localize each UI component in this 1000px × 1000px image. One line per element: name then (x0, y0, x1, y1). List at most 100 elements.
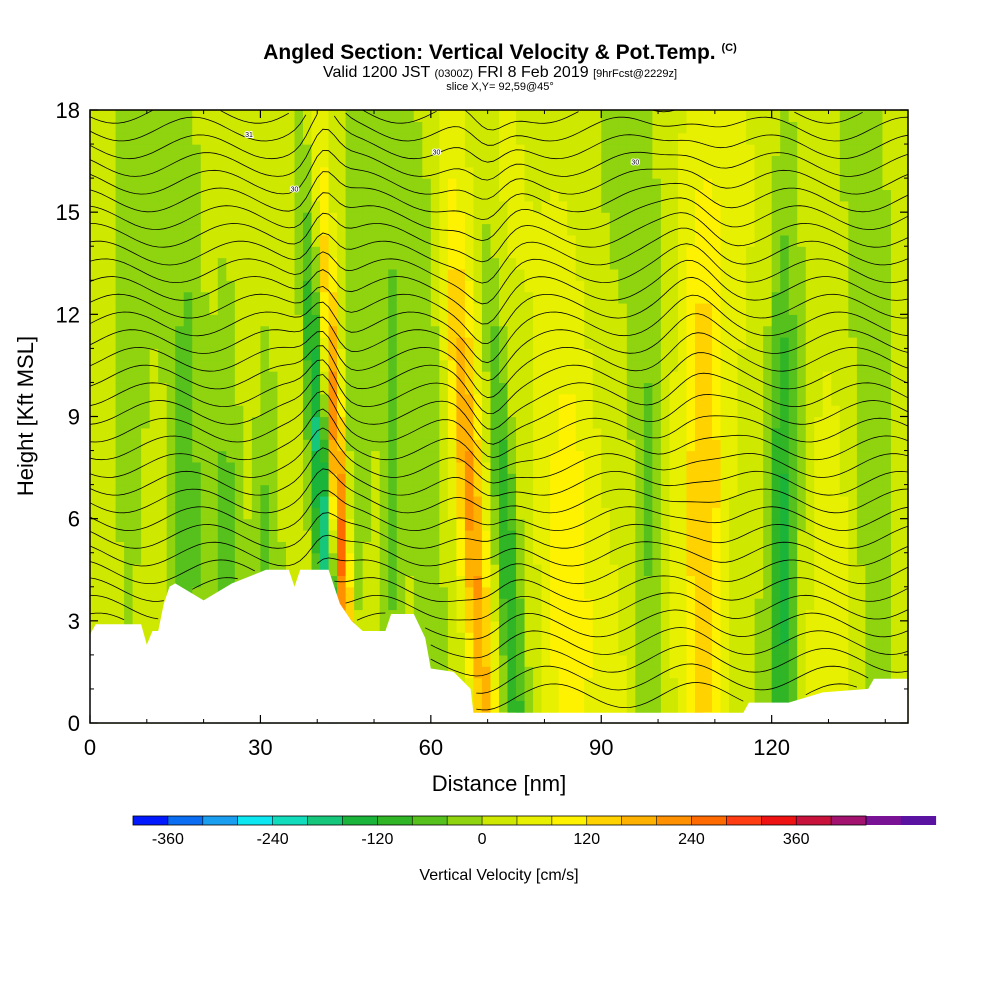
velocity-cell (814, 484, 824, 497)
velocity-cell (294, 166, 304, 179)
velocity-cell (533, 598, 543, 611)
velocity-cell (285, 291, 296, 304)
velocity-cell (507, 609, 517, 622)
velocity-cell (311, 166, 321, 179)
velocity-cell (584, 371, 594, 384)
velocity-cell (524, 121, 534, 134)
velocity-cell (584, 314, 594, 327)
velocity-cell (839, 132, 849, 145)
velocity-cell (814, 121, 824, 134)
velocity-cell (754, 575, 764, 588)
velocity-cell (115, 405, 125, 418)
velocity-cell (822, 461, 832, 474)
velocity-cell (865, 439, 875, 452)
velocity-cell (234, 552, 244, 565)
velocity-cell (643, 121, 653, 134)
velocity-cell (473, 223, 483, 236)
velocity-cell (575, 586, 585, 599)
velocity-cell (209, 371, 219, 384)
velocity-cell (703, 302, 713, 315)
velocity-cell (856, 552, 866, 565)
velocity-cell (158, 166, 168, 179)
velocity-cell (422, 439, 432, 452)
velocity-cell (405, 371, 415, 384)
velocity-cell (533, 518, 543, 531)
velocity-cell (592, 484, 602, 497)
velocity-cell (362, 484, 372, 497)
velocity-cell (754, 632, 764, 645)
velocity-cell (464, 246, 475, 259)
velocity-cell (226, 166, 236, 179)
velocity-cell (149, 371, 159, 384)
velocity-cell (848, 257, 858, 270)
velocity-cell (788, 268, 798, 281)
velocity-cell (98, 552, 108, 565)
velocity-cell (720, 518, 730, 531)
velocity-cell (260, 359, 270, 372)
velocity-cell (413, 461, 423, 474)
velocity-cell (422, 382, 432, 395)
velocity-cell (618, 620, 628, 633)
velocity-cell (405, 541, 415, 554)
velocity-cell (848, 552, 858, 565)
velocity-cell (447, 405, 457, 418)
velocity-cell (729, 257, 739, 270)
velocity-cell (652, 200, 662, 213)
velocity-cell (362, 564, 372, 577)
velocity-cell (251, 144, 262, 157)
velocity-cell (771, 609, 781, 622)
velocity-cell (592, 212, 602, 225)
velocity-cell (277, 427, 287, 440)
velocity-cell (720, 393, 730, 406)
velocity-cell (320, 234, 330, 247)
velocity-cell (822, 359, 832, 372)
velocity-cell (737, 609, 747, 622)
velocity-cell (303, 110, 313, 122)
velocity-cell (575, 700, 585, 713)
velocity-cell (746, 223, 756, 236)
velocity-cell (584, 110, 594, 122)
velocity-cell (396, 280, 406, 293)
velocity-cell (618, 280, 628, 293)
velocity-cell (192, 223, 202, 236)
velocity-cell (430, 234, 440, 247)
velocity-cell (422, 564, 432, 577)
velocity-cell (337, 302, 347, 315)
velocity-cell (226, 212, 236, 225)
velocity-cell (822, 405, 832, 418)
velocity-cell (677, 688, 688, 701)
velocity-cell (592, 302, 602, 315)
velocity-cell (865, 416, 875, 429)
velocity-cell (541, 427, 551, 440)
velocity-cell (626, 246, 636, 259)
velocity-cell (780, 461, 790, 474)
velocity-cell (541, 110, 551, 122)
velocity-cell (481, 688, 492, 701)
velocity-cell (158, 257, 168, 270)
velocity-cell (592, 110, 602, 122)
velocity-cell (303, 132, 313, 145)
velocity-cell (533, 132, 543, 145)
velocity-cell (771, 325, 781, 338)
velocity-cell (763, 359, 773, 372)
velocity-cell (277, 382, 287, 395)
velocity-cell (413, 121, 423, 134)
velocity-cell (405, 257, 415, 270)
velocity-cell (209, 495, 219, 508)
velocity-cell (635, 473, 645, 486)
velocity-cell (609, 677, 619, 690)
velocity-cell (430, 302, 440, 315)
velocity-cell (856, 632, 866, 645)
velocity-cell (158, 325, 168, 338)
velocity-cell (780, 246, 790, 259)
velocity-cell (447, 121, 457, 134)
velocity-cell (609, 337, 619, 349)
velocity-cell (618, 359, 628, 372)
velocity-cell (107, 473, 117, 486)
velocity-cell (166, 257, 176, 270)
velocity-cell (499, 325, 509, 338)
velocity-cell (609, 507, 619, 520)
velocity-cell (567, 325, 577, 338)
velocity-cell (413, 382, 423, 395)
velocity-cell (124, 439, 134, 452)
